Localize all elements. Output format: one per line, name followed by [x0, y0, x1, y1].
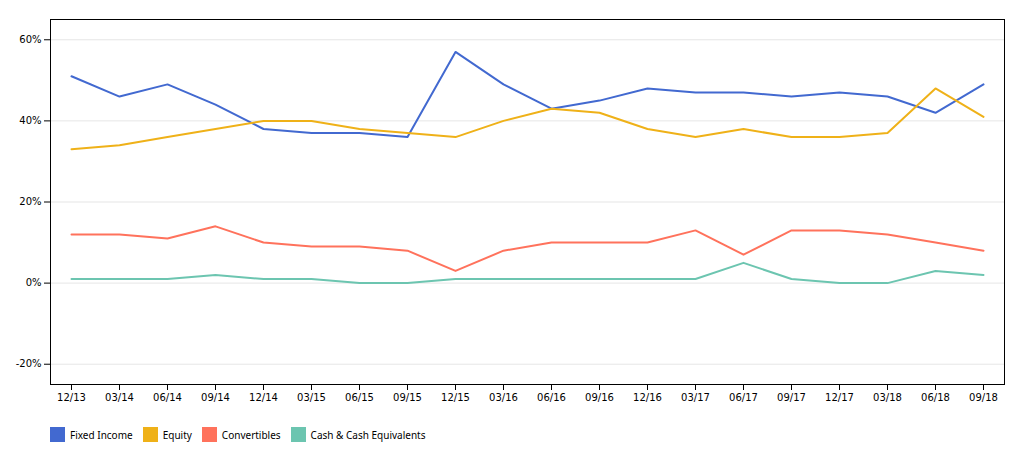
html-text:Convertibles: Convertibles	[221, 427, 281, 442]
svg-text:03/17: 03/17	[681, 392, 710, 403]
svg-text:60%: 60%	[19, 34, 41, 45]
svg-text:03/18: 03/18	[873, 392, 902, 403]
svg-text:12/14: 12/14	[249, 392, 278, 403]
svg-text:20%: 20%	[19, 196, 41, 207]
svg-text:03/14: 03/14	[105, 392, 134, 403]
svg-text:12/17: 12/17	[825, 392, 854, 403]
svg-text:03/16: 03/16	[489, 392, 518, 403]
svg-text:09/16: 09/16	[585, 392, 614, 403]
svg-text:12/16: 12/16	[633, 392, 662, 403]
svg-text:09/15: 09/15	[393, 392, 422, 403]
svg-text:09/14: 09/14	[201, 392, 230, 403]
html-text:Equity: Equity	[162, 427, 192, 442]
svg-text:03/15: 03/15	[297, 392, 326, 403]
svg-text:06/14: 06/14	[153, 392, 182, 403]
html-text:Cash & Cash Equivalents: Cash & Cash Equivalents	[310, 427, 426, 442]
html-text:Fixed Income: Fixed Income	[70, 427, 133, 442]
svg-text:40%: 40%	[19, 115, 41, 126]
svg-text:06/15: 06/15	[345, 392, 374, 403]
svg-text:12/13: 12/13	[57, 392, 86, 403]
svg-text:06/16: 06/16	[537, 392, 566, 403]
svg-text:06/17: 06/17	[729, 392, 758, 403]
svg-text:09/18: 09/18	[969, 392, 998, 403]
svg-text:12/15: 12/15	[441, 392, 470, 403]
svg-text:06/18: 06/18	[921, 392, 950, 403]
svg-text:09/17: 09/17	[777, 392, 806, 403]
svg-text:-20%: -20%	[16, 358, 42, 369]
svg-text:0%: 0%	[26, 277, 42, 288]
